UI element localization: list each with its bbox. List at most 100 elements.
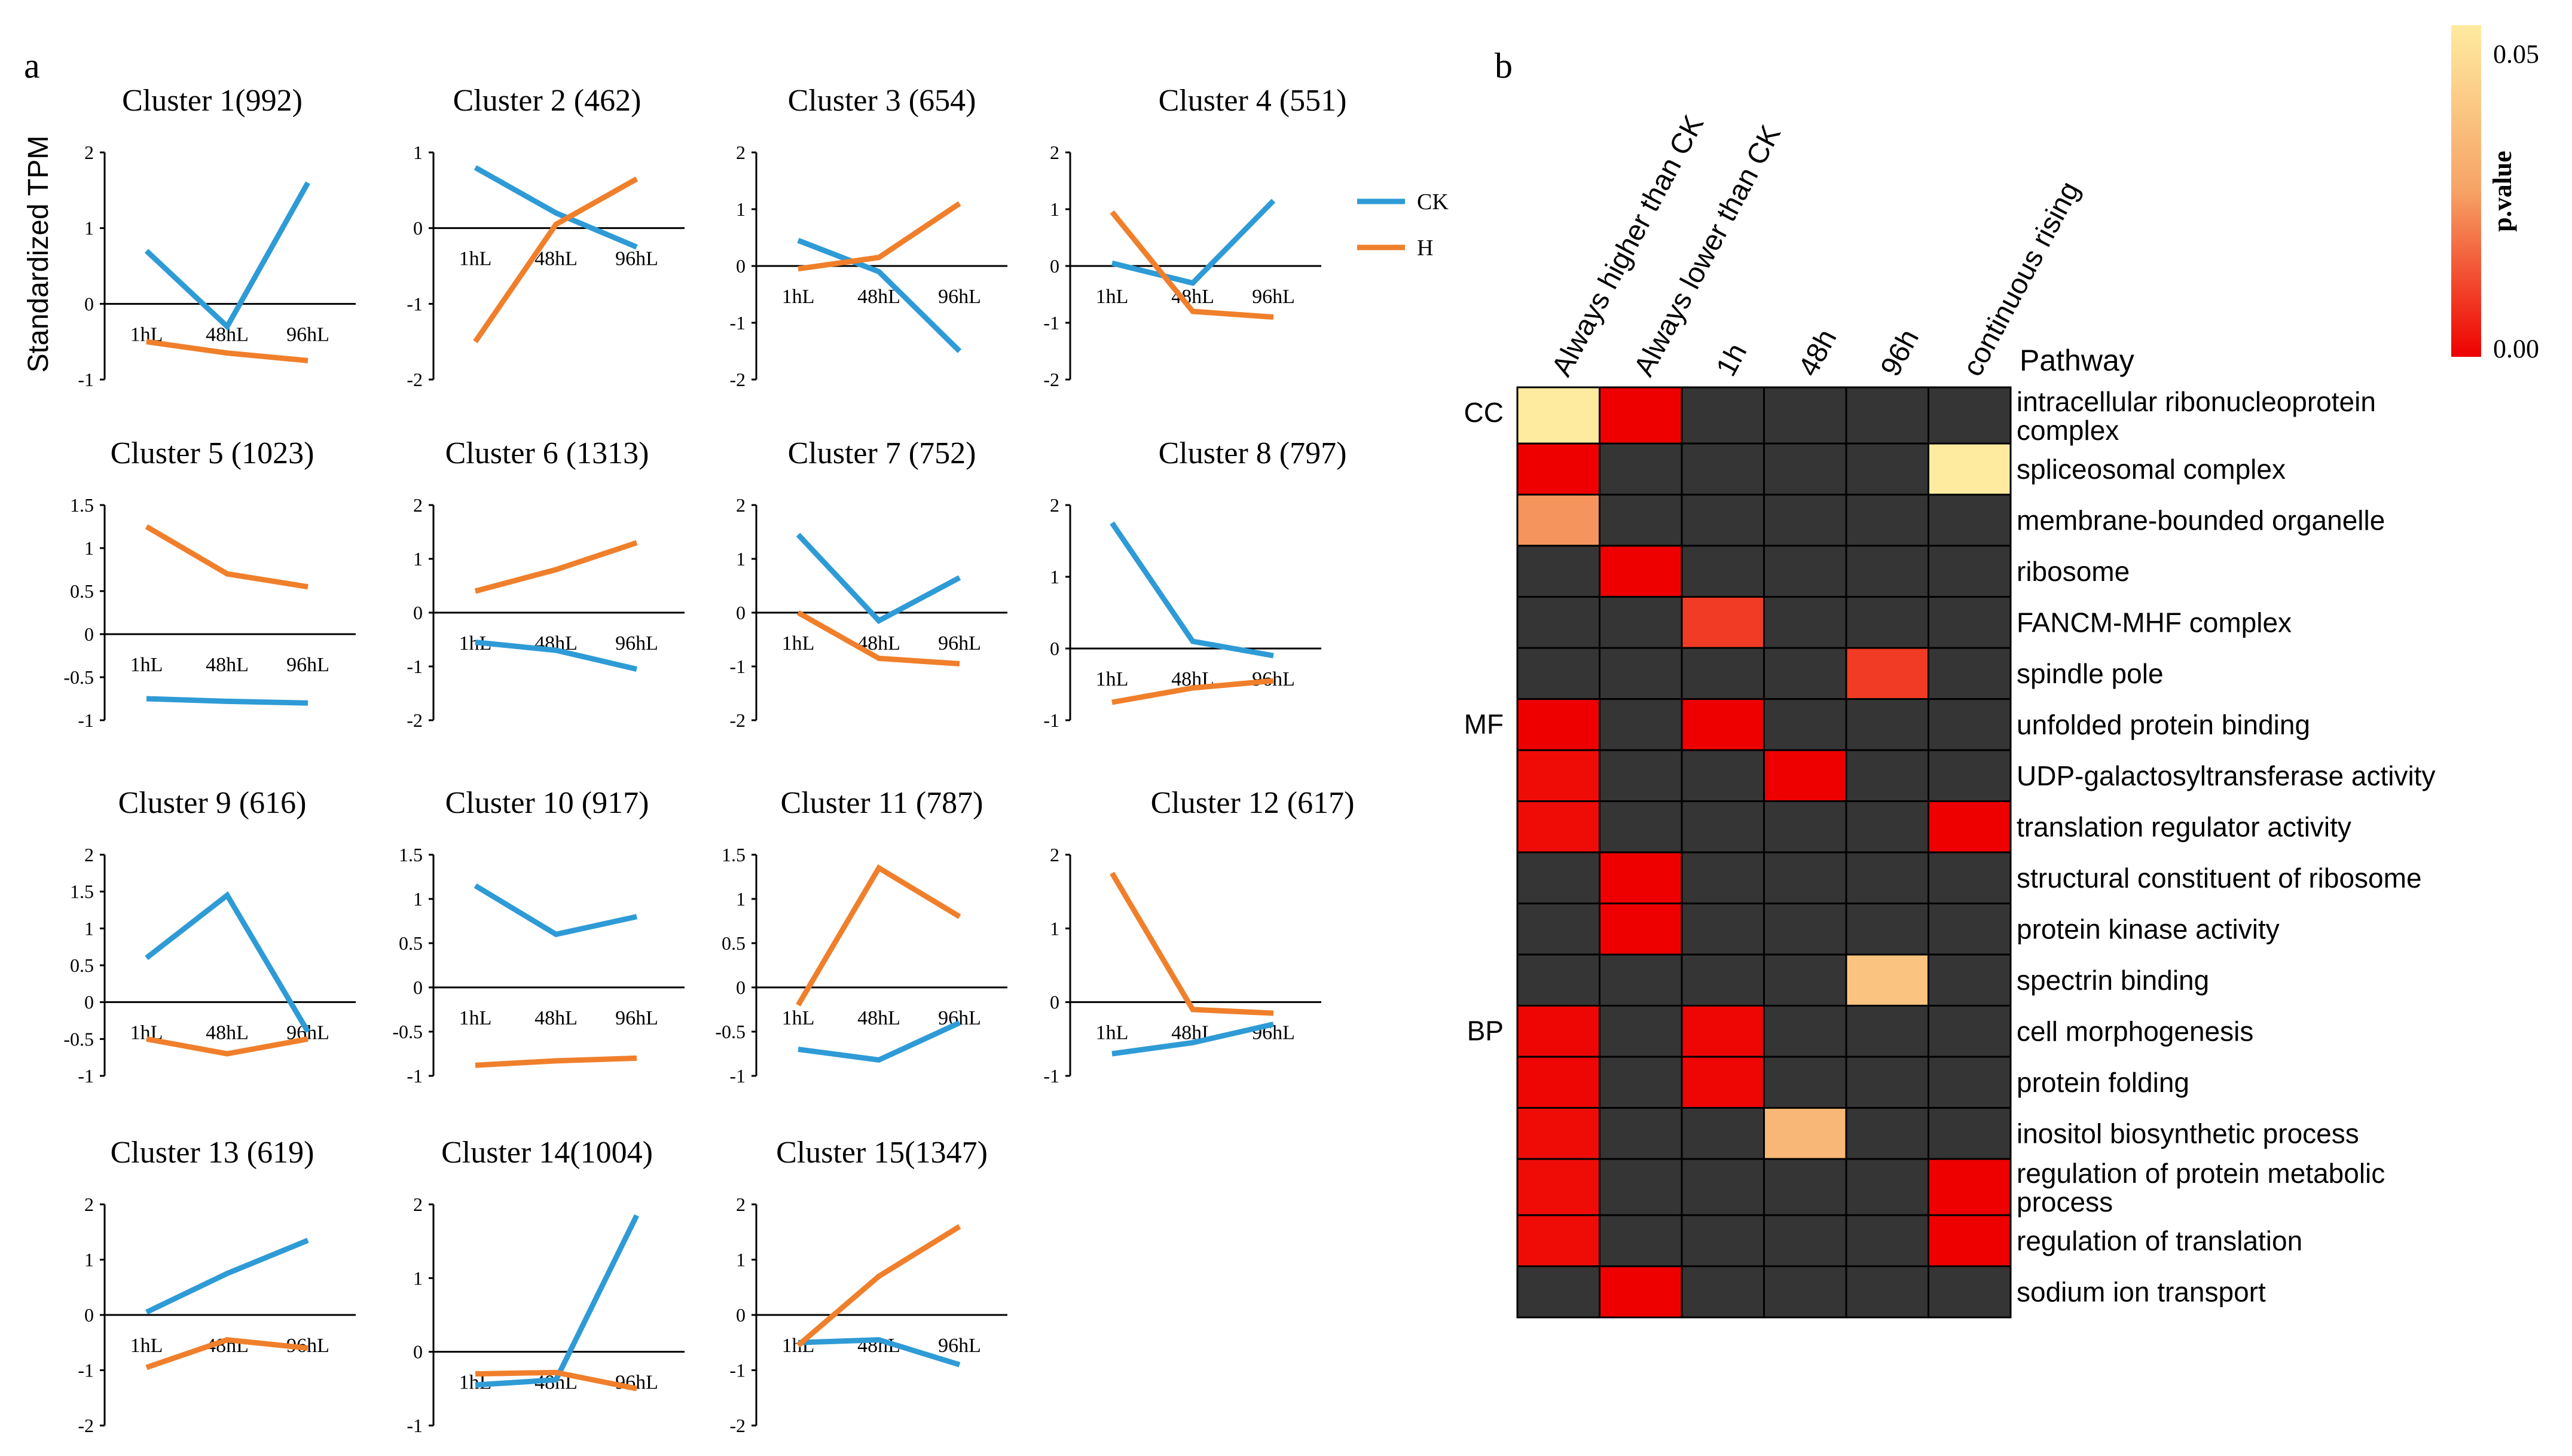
- y-tick-label: 0.5: [70, 580, 94, 602]
- y-tick-label: -1: [78, 709, 94, 731]
- y-tick-label: 1: [736, 548, 746, 570]
- pathway-header: Pathway: [2020, 344, 2134, 377]
- series-line-h: [1110, 210, 1274, 320]
- chart-title: Cluster 12 (617): [1151, 786, 1355, 820]
- heatmap-cell: [1845, 1265, 1929, 1319]
- heatmap-cell: [1763, 1158, 1847, 1216]
- y-tick-label: 0: [413, 602, 423, 623]
- y-tick-label: 0: [1050, 992, 1059, 1013]
- heatmap-cell: [1928, 800, 2012, 854]
- y-tick-label: -2: [729, 1415, 746, 1436]
- y-tick-label: 1.5: [70, 881, 94, 903]
- x-tick-label: 1hL: [459, 248, 492, 270]
- heatmap-cell: [1763, 800, 1847, 854]
- cluster-chart: Cluster 2 (462) 1 0 -1 -2 1hL 48hL 96hL: [407, 84, 685, 390]
- series-line-h: [1110, 871, 1274, 1016]
- chart-title: Cluster 3 (654): [788, 84, 976, 118]
- y-tick-label: -0.5: [63, 1028, 94, 1050]
- heatmap-cell: [1599, 903, 1683, 956]
- cluster-chart: Cluster 5 (1023) 1.5 1 0.5 0 -0.5 -1 1hL 48hL 96h…: [63, 436, 356, 731]
- chart-title: Cluster 4 (551): [1159, 84, 1347, 118]
- x-tick-label: 48hL: [857, 1007, 900, 1029]
- heatmap-cell: [1928, 494, 2012, 547]
- heatmap-cell: [1763, 647, 1847, 701]
- y-tick-label: -1: [407, 293, 423, 314]
- series-line-h: [475, 1055, 637, 1068]
- column-label: Always lower than CK: [1628, 120, 1787, 381]
- series-line-ck: [475, 1214, 640, 1388]
- series-line-ck: [1111, 198, 1276, 286]
- y-tick-label: -1: [1043, 1065, 1059, 1087]
- heatmap-cell: [1928, 647, 2012, 701]
- y-tick-label: 2: [736, 494, 746, 516]
- heatmap-cell: [1516, 749, 1600, 803]
- cluster-chart: Cluster 11 (787) 1.5 1 0.5 0 -0.5 -1 1hL 48hL 96h…: [715, 786, 1007, 1087]
- heatmap-cell: [1516, 1107, 1600, 1160]
- heatmap-cell: [1928, 749, 2012, 803]
- y-tick-label: 2: [84, 844, 94, 865]
- y-tick-label: -1: [1043, 709, 1059, 731]
- y-tick-label: 2: [1050, 494, 1059, 516]
- y-tick-label: 1: [413, 142, 423, 163]
- heatmap-cell: [1599, 953, 1683, 1007]
- heatmap-cell: [1599, 647, 1683, 701]
- y-tick-label: -1: [729, 1360, 746, 1381]
- row-label: sodium ion transport: [2017, 1276, 2266, 1307]
- y-tick-label: 1: [84, 1249, 94, 1271]
- row-label: spliceosomal complex: [2017, 454, 2286, 485]
- row-label: UDP-galactosyltransferase activity: [2017, 760, 2435, 791]
- heatmap-cell: [1763, 442, 1847, 496]
- x-tick-label: 96hL: [286, 323, 329, 345]
- heatmap-cell: [1599, 851, 1683, 905]
- series-line-ck: [798, 1020, 961, 1063]
- x-tick-label: 96hL: [938, 632, 981, 654]
- row-label: complex: [2017, 415, 2119, 446]
- heatmap-cell: [1599, 596, 1683, 649]
- chart-title: Cluster 11 (787): [781, 786, 983, 820]
- y-tick-label: 2: [84, 1194, 94, 1215]
- series-line-ck: [474, 883, 637, 937]
- heatmap-cell: [1681, 1265, 1765, 1319]
- heatmap-cell: [1928, 1158, 2012, 1216]
- heatmap-cell: [1516, 647, 1600, 701]
- panel-label-a: a: [24, 46, 40, 85]
- x-tick-label: 1hL: [1096, 668, 1129, 690]
- y-tick-label: -0.5: [715, 1021, 746, 1042]
- chart-title: Cluster 5 (1023): [111, 436, 314, 470]
- heatmap-cell: [1681, 386, 1765, 445]
- y-tick-label: 1: [736, 1249, 746, 1271]
- series-line-ck: [145, 1237, 309, 1315]
- heatmap-cell: [1599, 1107, 1683, 1160]
- heatmap-cell: [1516, 442, 1600, 496]
- heatmap-cell: [1845, 1056, 1929, 1109]
- row-label: cell morphogenesis: [2017, 1015, 2253, 1047]
- y-tick-label: 1: [1050, 198, 1059, 220]
- y-tick-label: 2: [84, 142, 94, 163]
- heatmap-cell: [1928, 1005, 2012, 1058]
- x-tick-label: 1hL: [1096, 1022, 1129, 1044]
- heatmap-cell: [1845, 698, 1929, 751]
- heatmap-cell: [1845, 442, 1929, 496]
- heatmap-cell: [1681, 1056, 1765, 1109]
- y-tick-label: -2: [1043, 369, 1059, 390]
- heatmap-cell: [1599, 1005, 1683, 1058]
- colorbar: 0.05 0.00 p.value: [2451, 25, 2539, 363]
- heatmap-cell: [1763, 1214, 1847, 1268]
- heatmap-cell: [1681, 545, 1765, 598]
- heatmap-cell: [1845, 596, 1929, 649]
- y-tick-label: -1: [78, 369, 94, 390]
- heatmap-cell: [1516, 698, 1600, 751]
- chart-title: Cluster 14(1004): [441, 1136, 653, 1170]
- heatmap-cell: [1516, 1056, 1600, 1109]
- series-line-h: [146, 1036, 308, 1057]
- series-line-ck: [1111, 1021, 1275, 1057]
- y-tick-label: 0: [413, 1341, 423, 1363]
- x-tick-label: 96hL: [1252, 286, 1295, 308]
